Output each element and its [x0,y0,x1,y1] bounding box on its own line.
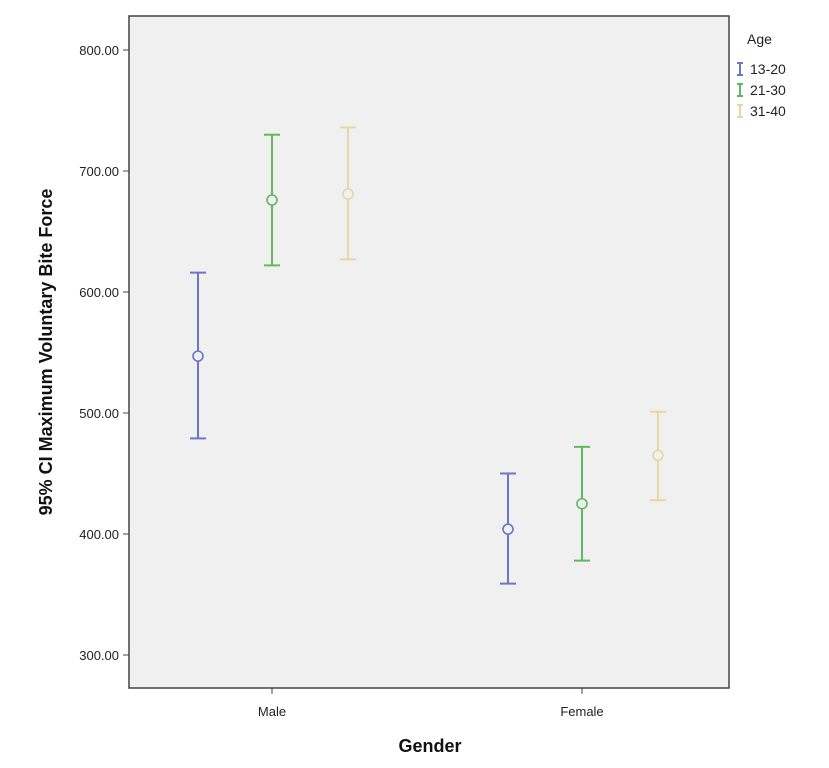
legend-label: 31-40 [750,103,786,119]
x-tick-label: Female [560,704,603,719]
legend-item-31-40: 31-40 [737,103,786,119]
y-tick-label: 500.00 [79,406,119,421]
error-bar-31-40-Male [340,126,356,261]
y-tick-label: 600.00 [79,285,119,300]
mean-marker [192,350,204,362]
mean-marker [576,497,588,510]
legend-label: 13-20 [750,61,786,77]
legend-title: Age [747,31,772,47]
y-axis-title: 95% CI Maximum Voluntary Bite Force [36,189,56,516]
mean-marker [342,188,354,200]
x-axis: Male Female [258,688,604,719]
error-bar-13-20-Female [500,472,516,585]
mean-marker [502,523,514,535]
legend: Age 13-20 21-30 31-40 [737,31,786,119]
mean-marker [652,449,664,462]
error-bars [190,126,666,585]
legend-item-13-20: 13-20 [737,61,786,77]
x-axis-title: Gender [398,736,461,756]
plot-area [128,15,730,689]
error-bar-31-40-Female [650,410,666,502]
legend-label: 21-30 [750,82,786,98]
error-bar-13-20-Male [190,271,206,440]
y-tick-label: 400.00 [79,527,119,542]
y-tick-label: 300.00 [79,648,119,663]
legend-item-21-30: 21-30 [737,82,786,98]
y-axis: 300.00 400.00 500.00 600.00 700.00 800.00 [79,43,129,663]
x-tick-label: Male [258,704,286,719]
mean-marker [266,194,278,206]
error-bar-21-30-Female [574,445,590,562]
y-tick-label: 700.00 [79,164,119,179]
error-bar-21-30-Male [264,133,280,267]
y-tick-label: 800.00 [79,43,119,58]
